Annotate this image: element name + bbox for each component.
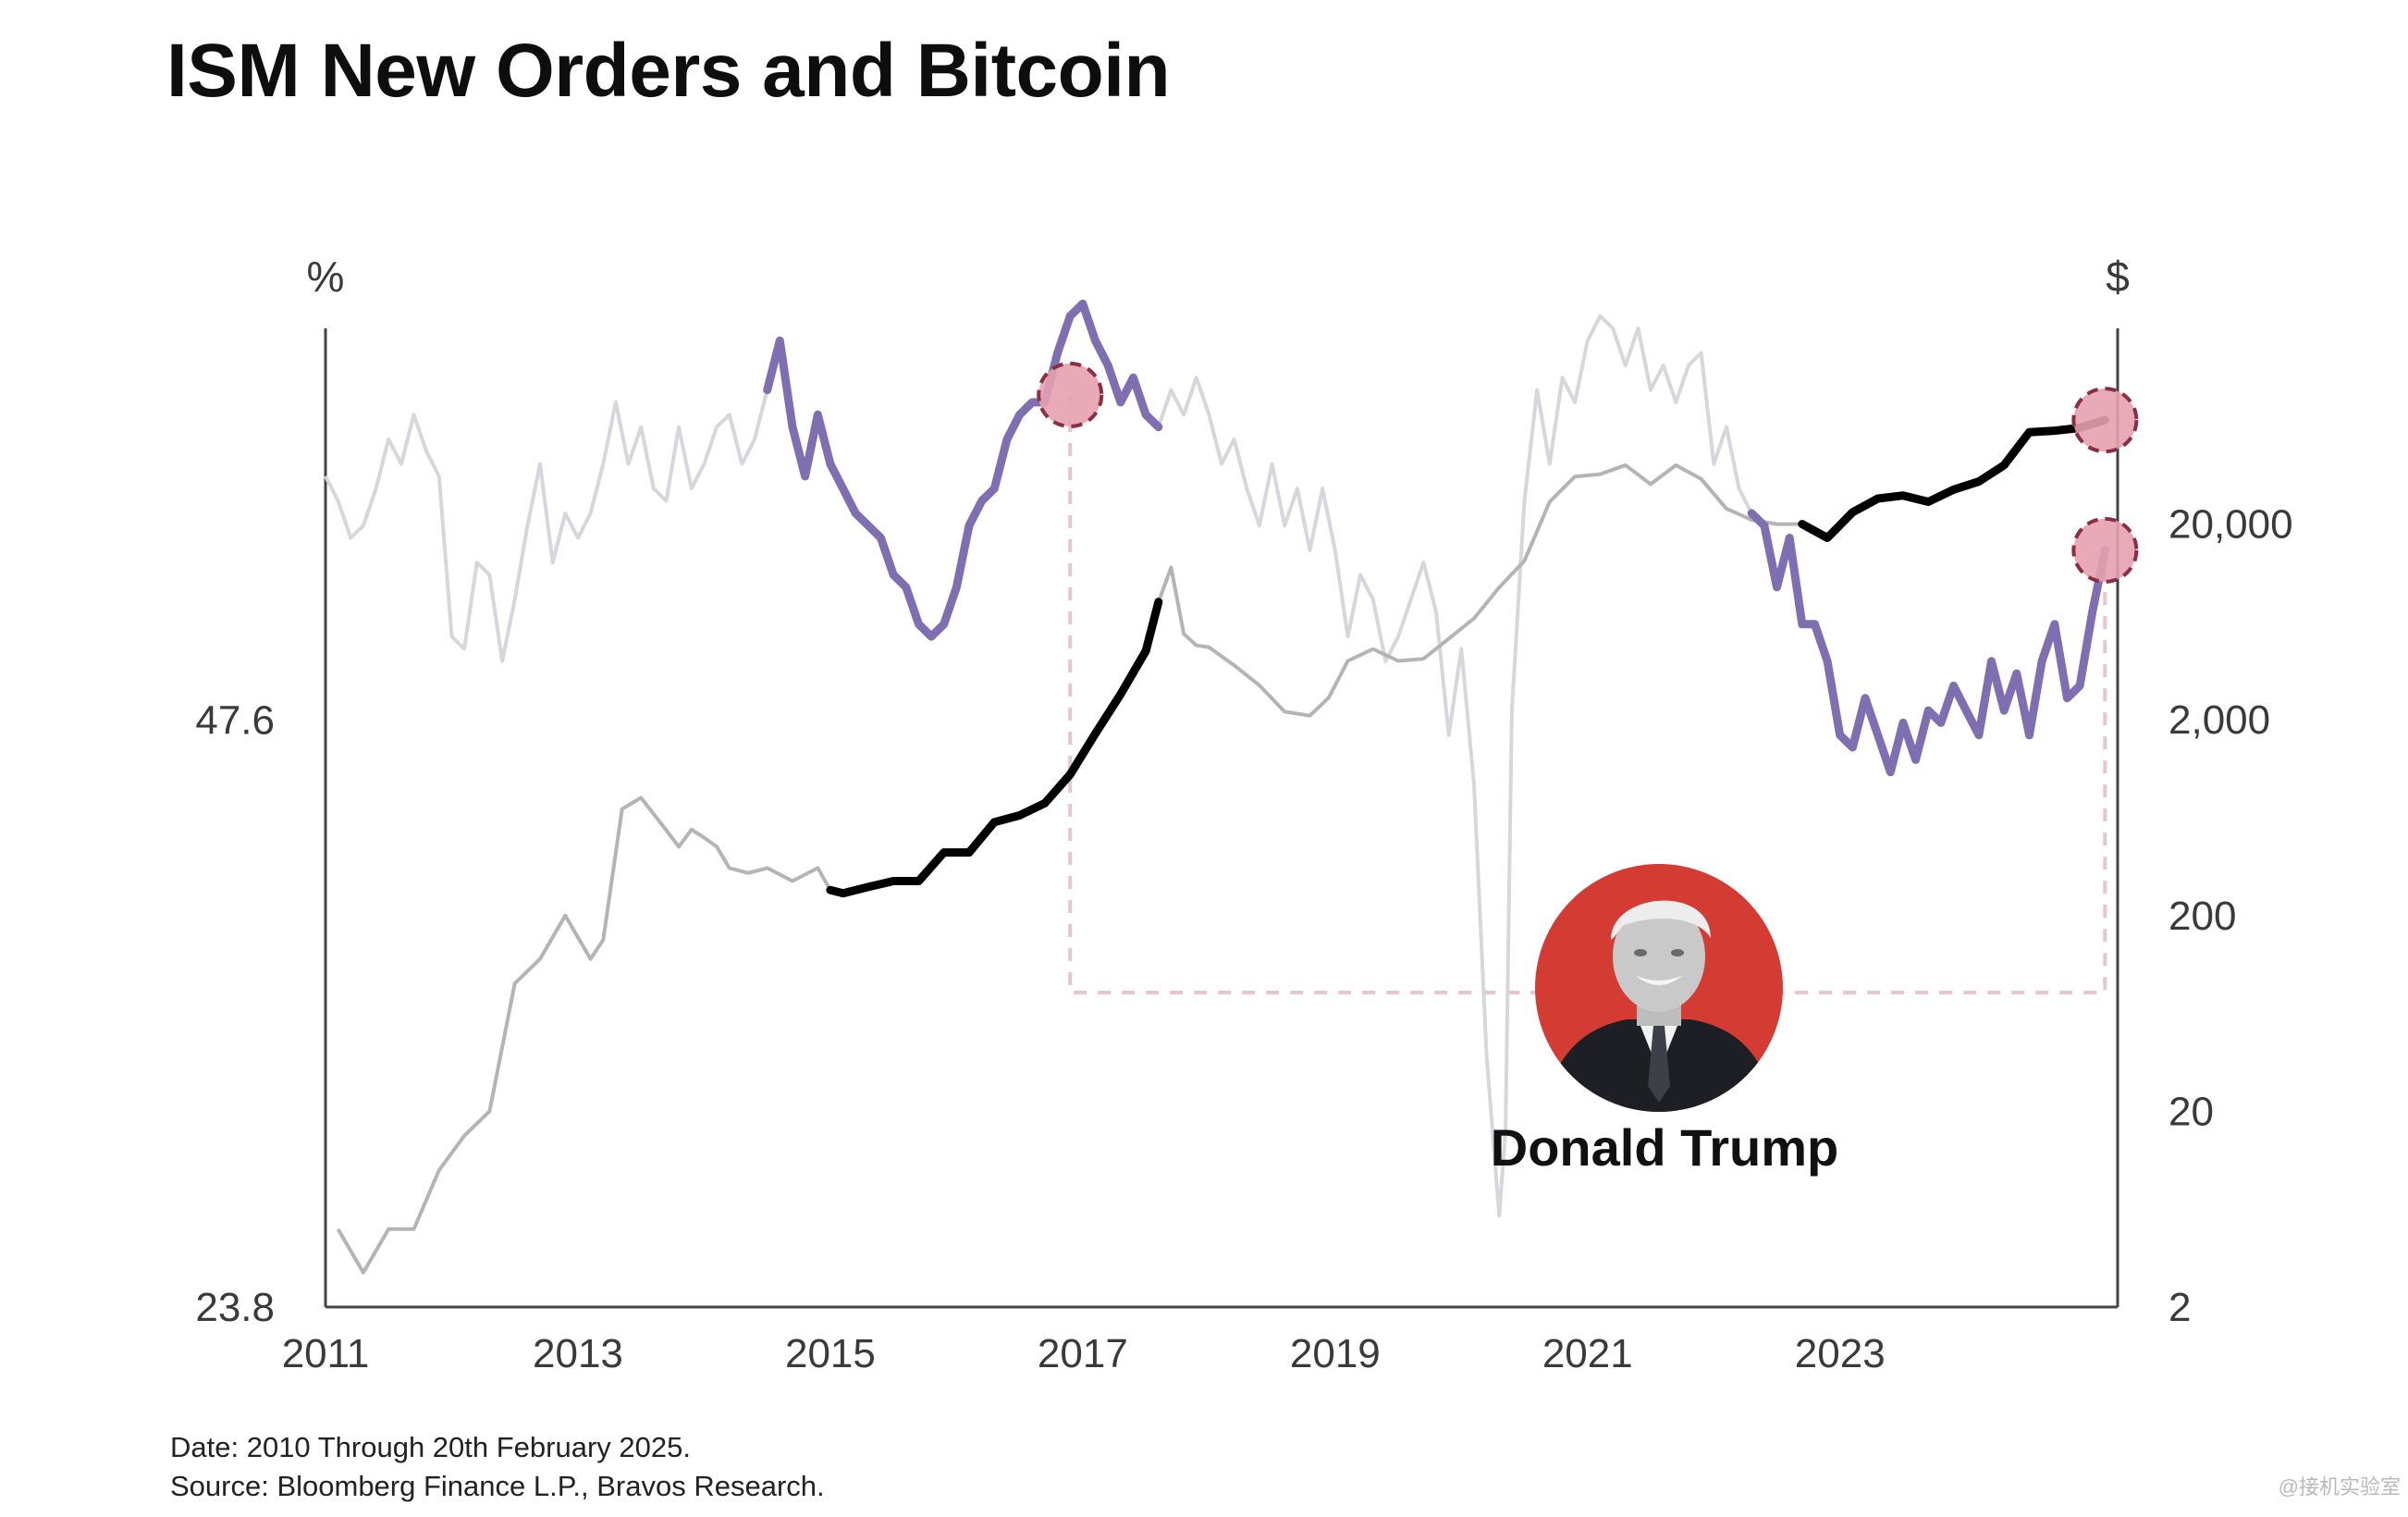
portrait-badge [1535,864,1783,1112]
badge-label: Donald Trump [1490,1118,1839,1177]
ism-highlight-segment [1747,509,2109,777]
right-axis-unit: $ [2106,253,2130,301]
footer-date-line: Date: 2010 Through 20th February 2025. [170,1431,691,1463]
right-tick-label: 20,000 [2168,502,2293,548]
portrait-icon [1544,900,1774,1112]
x-tick-label: 2017 [1038,1331,1128,1376]
highlight-marker [2071,387,2139,454]
highlight-marker [1037,361,1104,428]
series-lines [324,299,2109,1275]
highlight-markers [1037,361,2139,584]
x-tick-label: 2023 [1795,1331,1886,1376]
x-tick-label: 2013 [533,1331,623,1376]
chart-footer: Date: 2010 Through 20th February 2025. S… [170,1428,825,1506]
x-tick-label: 2021 [1542,1331,1633,1376]
watermark: @接机实验室 [2278,1475,2401,1498]
left-axis-unit: % [307,253,345,301]
right-tick-label: 2,000 [2168,697,2270,743]
bitcoin-highlight-segment [826,598,1163,898]
right-tick-label: 2 [2168,1285,2191,1330]
x-tick-label: 2015 [785,1331,876,1376]
x-tick-label: 2019 [1290,1331,1381,1376]
left-tick-label: 47.6 [195,698,275,744]
footer-source-line: Source: Bloomberg Finance L.P., Bravos R… [170,1470,825,1502]
tick-labels: % $2011 2013 2015 2017 2019 2021 2023 47.6 23.8 20… [195,253,2292,1376]
right-tick-label: 20 [2168,1089,2214,1134]
bitcoin-highlight-segment [1798,415,2109,542]
axes [324,328,2119,1309]
bitcoin-series-line [336,418,2106,1275]
ism-highlight-segment [763,299,1163,641]
ism-series-line [324,302,2107,1218]
chart-title: ISM New Orders and Bitcoin [166,29,1171,113]
highlight-marker [2071,516,2139,584]
left-tick-label: 23.8 [195,1285,275,1330]
x-tick-label: 2011 [282,1331,370,1376]
right-tick-label: 200 [2168,894,2236,939]
